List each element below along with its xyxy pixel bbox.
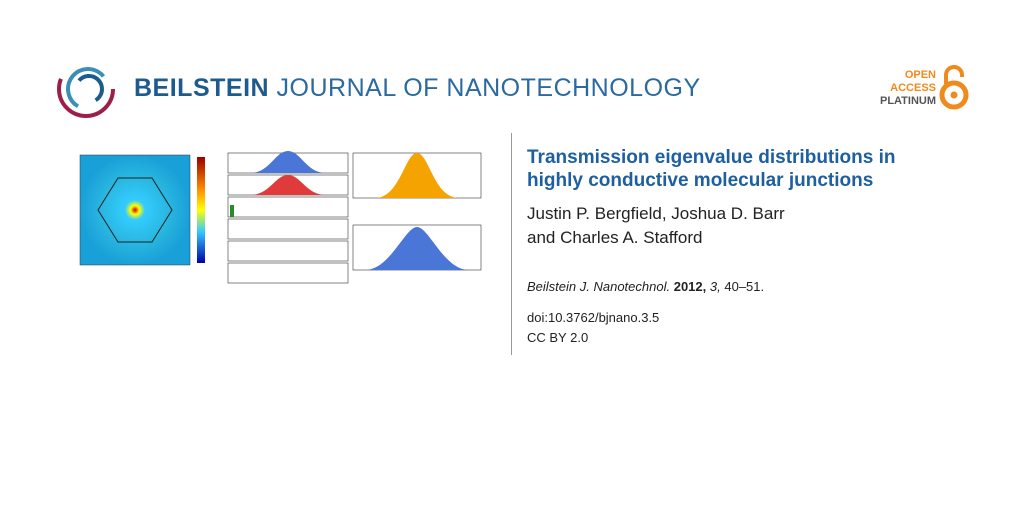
license: CC BY 2.0 [527, 330, 589, 345]
journal-name: BEILSTEIN JOURNAL OF NANOTECHNOLOGY [134, 74, 701, 103]
title-line: highly conductive molecular junctions [527, 170, 874, 191]
doi: doi:10.3762/bjnano.3.5 [527, 310, 660, 325]
publisher: BEILSTEIN [134, 74, 270, 102]
citation-year: 2012, [673, 279, 707, 294]
author-line: Justin P. Bergfield, Joshua D. Barr [527, 204, 785, 223]
divider [511, 133, 512, 355]
badge-platinum: PLATINUM [879, 95, 936, 107]
article-title: Transmission eigenvalue distributions in… [527, 146, 895, 192]
authors: Justin P. Bergfield, Joshua D. Barr and … [527, 202, 785, 250]
figure [79, 151, 482, 284]
logo [57, 60, 115, 118]
citation-pages: 40–51. [724, 279, 765, 294]
title-line: Transmission eigenvalue distributions in [527, 147, 896, 168]
journal: JOURNAL OF NANOTECHNOLOGY [276, 74, 701, 102]
citation: Beilstein J. Nanotechnol. 2012, 3, 40–51… [527, 279, 764, 294]
citation-journal: Beilstein J. Nanotechnol. [527, 279, 671, 294]
citation-volume: 3, [709, 279, 721, 294]
lock-icon [939, 65, 969, 110]
badge-open: OPEN [904, 69, 936, 81]
badge-access: ACCESS [890, 82, 936, 94]
author-line: and Charles A. Stafford [527, 228, 703, 247]
